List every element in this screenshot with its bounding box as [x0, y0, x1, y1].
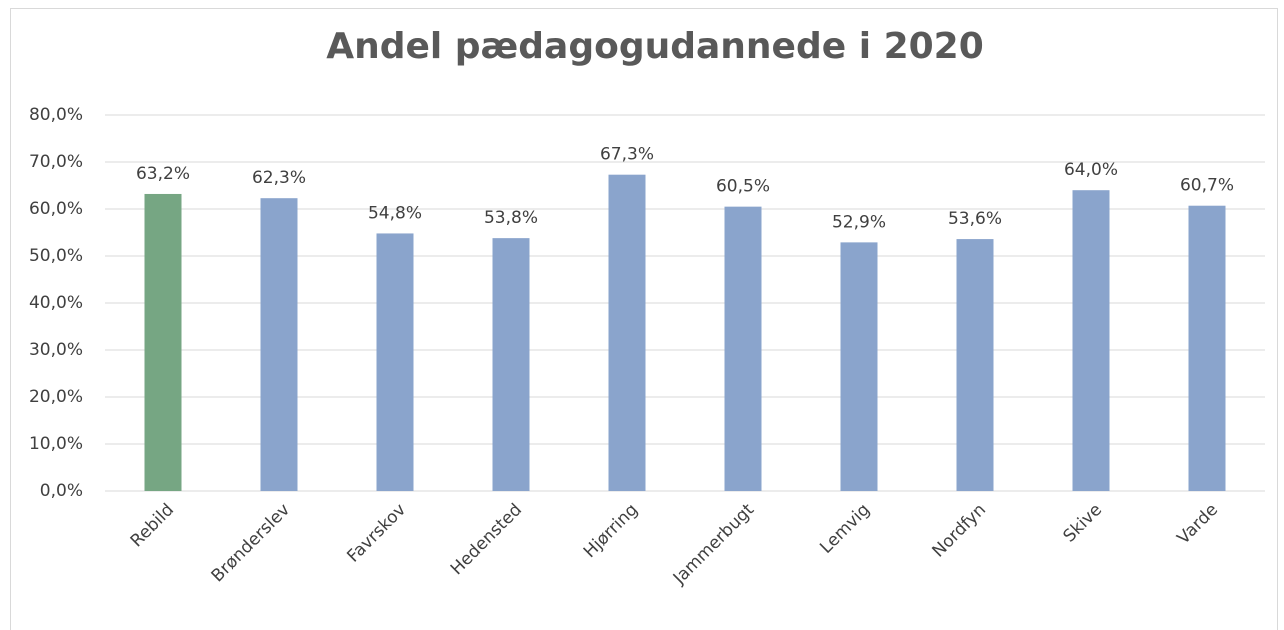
bar [724, 206, 762, 491]
data-label: 54,8% [368, 203, 422, 223]
bar [376, 233, 414, 491]
bar [840, 242, 878, 491]
y-tick-label: 10,0% [29, 434, 83, 454]
chart-title: Andel pædagogudannede i 2020 [326, 26, 984, 67]
y-tick-label: 80,0% [29, 105, 83, 125]
bar [492, 238, 530, 491]
y-tick-label: 50,0% [29, 246, 83, 266]
y-tick-label: 70,0% [29, 152, 83, 172]
y-tick-label: 0,0% [40, 481, 83, 501]
data-label: 67,3% [600, 145, 654, 165]
bar [1188, 205, 1226, 491]
y-tick-label: 60,0% [29, 199, 83, 219]
bar [608, 174, 646, 491]
data-label: 62,3% [252, 168, 306, 188]
bar [1072, 190, 1110, 491]
bar [260, 198, 298, 491]
data-label: 60,7% [1180, 176, 1234, 196]
data-label: 53,8% [484, 208, 538, 228]
data-label: 60,5% [716, 177, 770, 197]
data-label: 63,2% [136, 164, 190, 184]
y-tick-label: 40,0% [29, 293, 83, 313]
bar [956, 239, 994, 491]
y-tick-label: 20,0% [29, 387, 83, 407]
y-tick-label: 30,0% [29, 340, 83, 360]
data-label: 52,9% [832, 212, 886, 232]
bar [144, 193, 182, 491]
data-label: 64,0% [1064, 160, 1118, 180]
data-label: 53,6% [948, 209, 1002, 229]
